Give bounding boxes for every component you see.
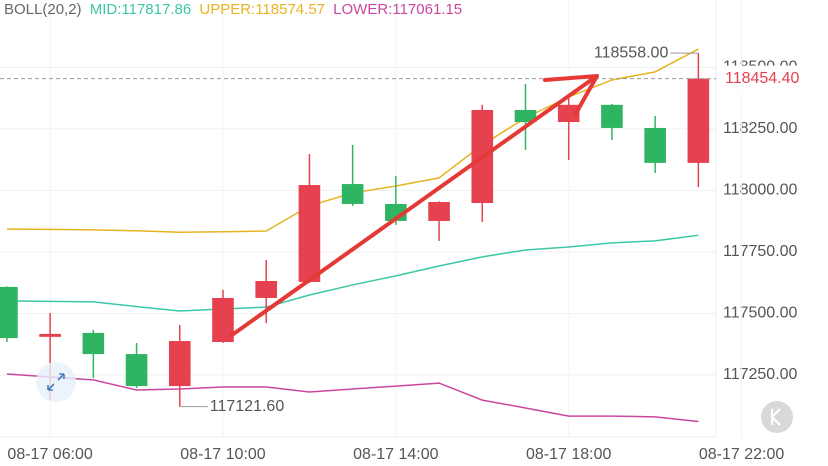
current-price-label: 118454.40: [725, 70, 800, 87]
y-tick-label: 117750.00: [723, 243, 798, 260]
candle-body: [39, 333, 61, 337]
kline-button[interactable]: [761, 401, 793, 433]
candle-body: [687, 78, 710, 163]
candle-body: [255, 280, 278, 298]
x-tick-label: 08-17 06:00: [7, 446, 93, 463]
candle-body: [0, 286, 18, 339]
candle-body: [341, 184, 364, 204]
annotation-label: 118558.00: [594, 44, 669, 61]
candle-body: [212, 297, 234, 343]
indicator-legend: BOLL(20,2) MID:117817.86 UPPER:118574.57…: [4, 1, 466, 18]
x-tick-label: 08-17 14:00: [353, 446, 439, 463]
x-tick-label: 08-17 22:00: [699, 446, 785, 463]
candle-body: [298, 185, 321, 282]
x-tick-label: 08-17 10:00: [180, 446, 266, 463]
y-tick-label: 117500.00: [723, 305, 798, 322]
mid-value: MID:117817.86: [89, 1, 192, 18]
boll-line: [6, 234, 699, 312]
annotation-label: 117121.60: [210, 398, 285, 415]
x-tick-label: 08-17 18:00: [526, 446, 612, 463]
indicator-name: BOLL(20,2): [4, 1, 82, 18]
lower-value: LOWER:117061.15: [333, 1, 463, 18]
candle-body: [125, 354, 148, 387]
trend-arrow: [230, 74, 599, 337]
candle-body: [557, 104, 580, 123]
boll-line: [6, 373, 699, 423]
candle-body: [428, 202, 450, 221]
y-tick-label: 118000.00: [723, 182, 798, 199]
y-tick-label: 118250.00: [723, 120, 798, 137]
candle-body: [82, 332, 105, 355]
candle-body: [644, 127, 666, 163]
crosshair-icon[interactable]: [36, 362, 76, 402]
candle-body: [514, 109, 537, 123]
candle-body: [601, 104, 623, 128]
y-tick-label: 117250.00: [723, 366, 798, 383]
current-price-box: [717, 65, 828, 92]
upper-value: UPPER:118574.57: [199, 1, 325, 18]
candle-body: [168, 341, 191, 387]
